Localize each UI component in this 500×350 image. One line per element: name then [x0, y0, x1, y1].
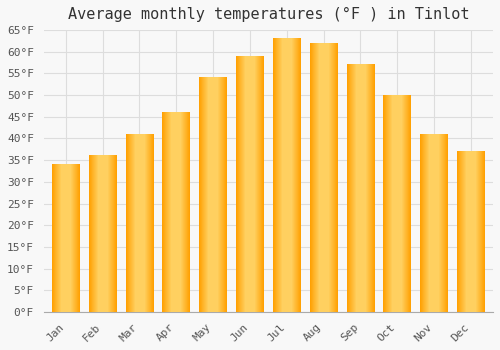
Title: Average monthly temperatures (°F ) in Tinlot: Average monthly temperatures (°F ) in Ti…: [68, 7, 469, 22]
